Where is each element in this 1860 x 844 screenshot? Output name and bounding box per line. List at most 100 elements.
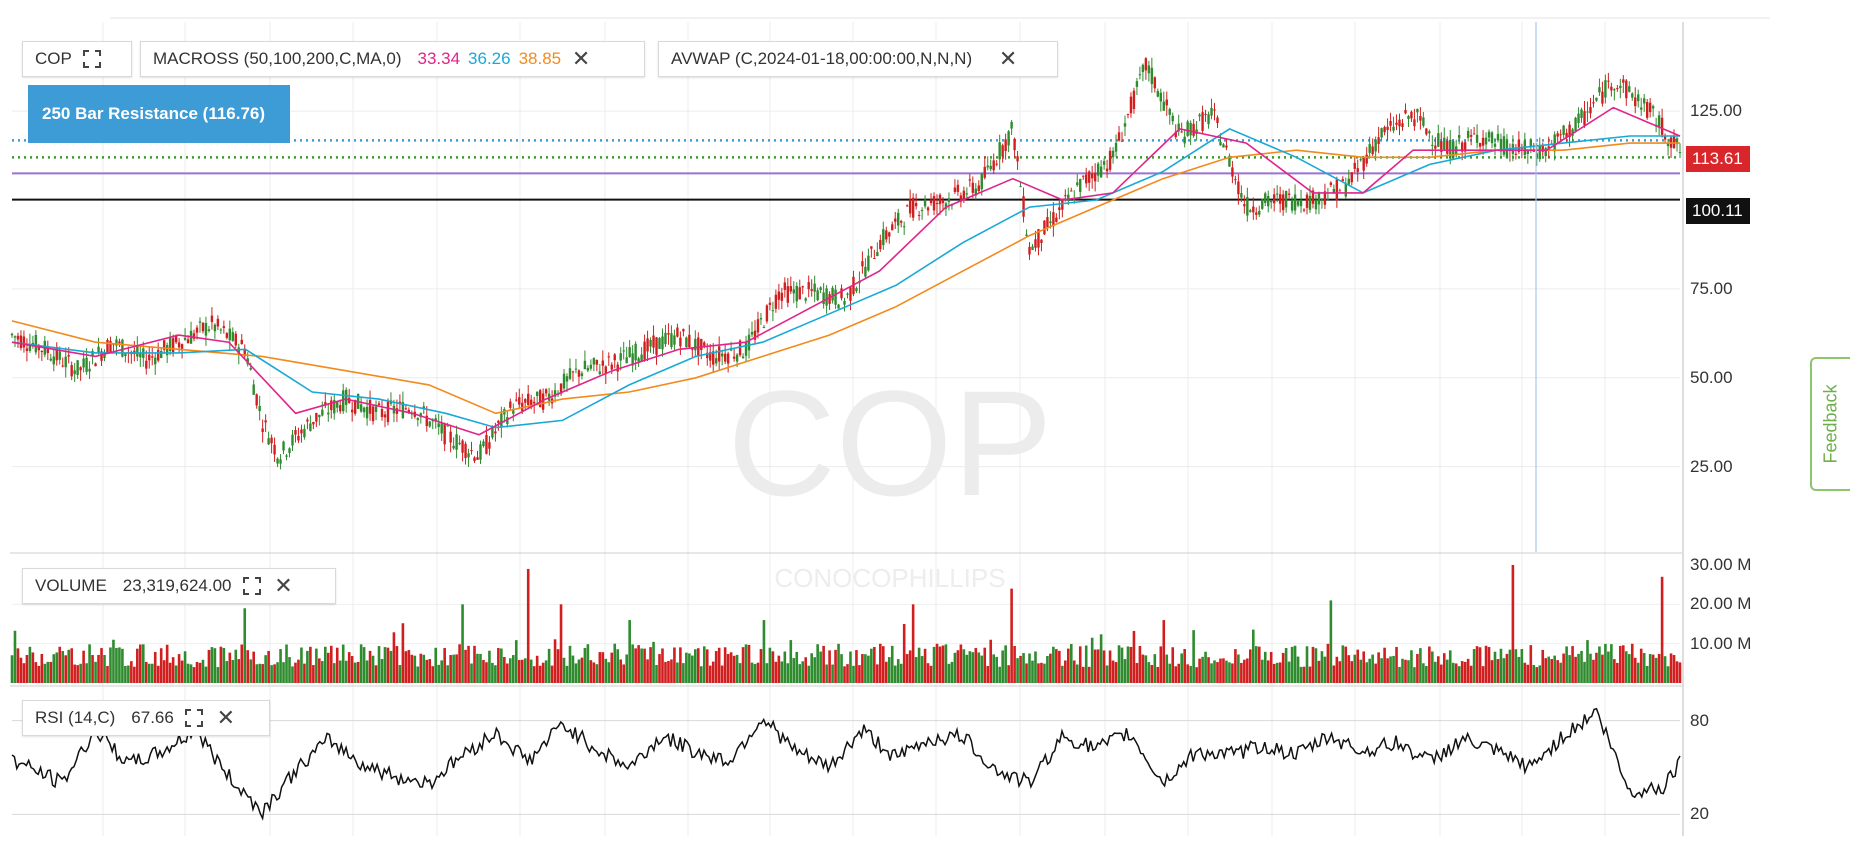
candle-body [16, 335, 20, 340]
candle-body [40, 350, 44, 352]
volume-bar [404, 651, 408, 683]
volume-bar [121, 648, 124, 683]
candle-body [631, 353, 634, 366]
candle-body [1317, 192, 1321, 205]
candle-body [13, 336, 17, 338]
candle-body [1395, 122, 1398, 125]
candle-body [261, 428, 264, 433]
close-icon[interactable]: ✕ [274, 573, 293, 598]
candle-body [932, 196, 936, 211]
expand-icon[interactable] [80, 47, 104, 71]
candle-body [1186, 121, 1189, 136]
close-icon[interactable]: ✕ [998, 46, 1018, 71]
volume-bar [1407, 660, 1410, 683]
candle-body [1156, 90, 1160, 97]
volume-bar [1371, 654, 1374, 683]
candle-body [801, 286, 804, 288]
volume-bars [10, 565, 1682, 683]
volume-bar [756, 662, 760, 683]
volume-bar [950, 661, 954, 683]
candle-body [1138, 74, 1142, 76]
volume-bar [870, 648, 873, 683]
candle-body [726, 353, 730, 364]
volume-bar [1559, 662, 1562, 683]
candle-body [294, 429, 297, 435]
candle-body [243, 349, 246, 357]
candle-body [1472, 133, 1476, 135]
candle-body [425, 415, 428, 427]
candle-body [1625, 80, 1628, 99]
volume-bar [1505, 653, 1509, 683]
volume-bar [249, 659, 253, 683]
candle-body [885, 230, 888, 240]
candle-body [449, 431, 452, 443]
candle-body [1517, 139, 1521, 152]
volume-bar [1642, 653, 1646, 683]
candle-body [977, 185, 980, 192]
volume-bar [938, 646, 942, 683]
volume-bar [28, 646, 32, 683]
candle-body [1001, 145, 1004, 157]
candle-body [1619, 85, 1622, 89]
volume-bar [729, 652, 733, 683]
volume-bar [720, 665, 724, 683]
close-icon[interactable]: ✕ [571, 46, 591, 71]
candle-body [94, 363, 97, 367]
volume-bar [1147, 662, 1151, 683]
resistance-badge[interactable]: 250 Bar Resistance (116.76) [28, 85, 290, 143]
price-tick-label: 25.00 [1690, 456, 1733, 476]
candle-body [1165, 99, 1168, 106]
volume-bar [1326, 643, 1330, 683]
macross-value-2: 36.26 [468, 49, 511, 68]
candle-body [368, 399, 372, 414]
candle-body [1657, 115, 1661, 128]
candle-body [73, 370, 76, 375]
candle-body [900, 221, 903, 223]
candle-body [637, 358, 640, 362]
candle-body [941, 200, 945, 204]
volume-bar [153, 651, 157, 683]
candle-body [401, 402, 405, 418]
candle-body [709, 352, 712, 361]
volume-bar [1162, 620, 1166, 683]
candle-body [798, 287, 801, 300]
volume-bar [625, 654, 628, 683]
expand-icon[interactable] [182, 706, 206, 730]
candle-body [1535, 153, 1538, 157]
volume-bar [1195, 667, 1198, 683]
candle-body [488, 442, 491, 449]
candle-body [876, 252, 879, 257]
candle-body [1219, 142, 1222, 146]
candle-body [380, 408, 384, 418]
volume-bar [1204, 651, 1207, 683]
volume-bar [711, 661, 715, 683]
volume-bar [485, 662, 488, 683]
candle-body [1499, 138, 1503, 152]
volume-bar [282, 662, 285, 683]
candle-body [1502, 136, 1506, 155]
candle-body [342, 390, 345, 412]
candle-body [679, 337, 682, 347]
volume-bar [610, 652, 614, 683]
candle-body [664, 332, 667, 345]
candle-body [28, 343, 32, 351]
close-icon[interactable]: ✕ [216, 705, 236, 730]
volume-bar [1117, 645, 1121, 683]
volume-bar [1207, 657, 1210, 683]
feedback-tab[interactable]: Feedback [1810, 357, 1850, 491]
candle-body [688, 334, 691, 348]
volume-bar [100, 648, 103, 683]
candle-body [76, 360, 79, 375]
candle-body [1174, 131, 1177, 138]
volume-bar [1472, 649, 1476, 683]
candle-body [1117, 132, 1121, 141]
volume-bar [392, 632, 396, 683]
volume-panel: VOLUME 23,319,624.00 ✕ [22, 568, 336, 604]
volume-bar [124, 665, 127, 683]
volume-bar [1466, 658, 1470, 683]
expand-icon[interactable] [240, 574, 264, 598]
candle-body [1162, 101, 1165, 111]
candle-body [1484, 137, 1488, 145]
candle-body [822, 292, 825, 305]
